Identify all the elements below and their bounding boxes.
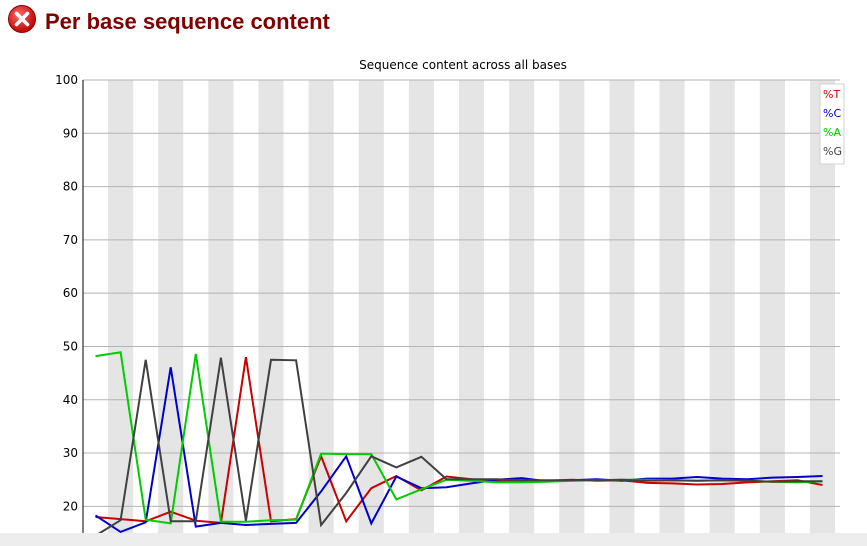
legend-entry: %T [823, 88, 840, 101]
sequence-content-chart: Sequence content across all bases 20 30 40… [55, 58, 845, 533]
y-tick-label: 40 [63, 393, 78, 407]
column-band [108, 80, 134, 533]
column-band [609, 80, 635, 533]
y-tick-label: 100 [55, 73, 78, 87]
page-title: Per base sequence content [45, 9, 330, 34]
y-tick-label: 70 [63, 233, 78, 247]
legend-entry: %A [823, 126, 841, 139]
y-tick-label: 90 [63, 126, 78, 140]
column-band [759, 80, 785, 533]
chart-legend: %T %C %A %G [819, 83, 845, 165]
error-x-icon [8, 5, 36, 33]
column-band [158, 80, 184, 533]
column-band [458, 80, 485, 533]
legend-box [819, 83, 845, 165]
y-tick-label: 30 [63, 446, 78, 460]
series-line-g [97, 357, 823, 533]
column-band [509, 80, 535, 533]
column-band [358, 80, 384, 533]
column-band [709, 80, 735, 533]
y-tick-label: 80 [63, 180, 78, 194]
legend-entry: %G [823, 145, 842, 158]
column-band [258, 80, 284, 533]
y-tick-label: 50 [63, 339, 78, 353]
column-band [659, 80, 685, 533]
series-line-c [94, 367, 823, 533]
legend-entry: %C [823, 107, 841, 120]
column-band [208, 80, 234, 533]
y-tick-label: 60 [63, 286, 78, 300]
y-tick-label: 20 [63, 499, 78, 513]
report-header: Per base sequence content [0, 0, 867, 44]
column-band [559, 80, 585, 533]
bottom-scroll-band [0, 533, 867, 546]
chart-title: Sequence content across all bases [359, 58, 567, 72]
